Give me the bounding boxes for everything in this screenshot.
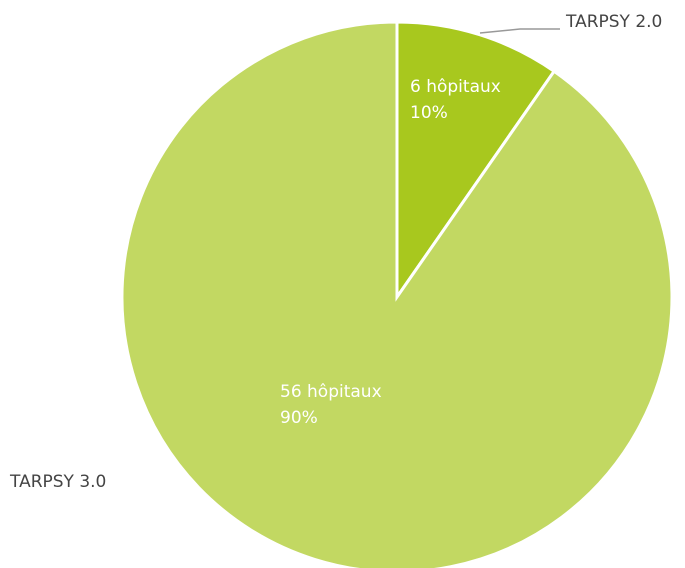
category-label: TARPSY 3.0 xyxy=(9,472,106,492)
pie-slice xyxy=(120,20,674,568)
category-label: TARPSY 2.0 xyxy=(565,12,662,32)
pie-slice xyxy=(395,20,557,302)
slice-percent-label: 10% xyxy=(410,103,448,123)
slice-value-label: 6 hôpitaux xyxy=(410,77,501,97)
leader-line xyxy=(479,28,560,34)
slice-percent-label: 90% xyxy=(280,408,318,428)
slice-value-label: 56 hôpitaux xyxy=(280,382,382,402)
